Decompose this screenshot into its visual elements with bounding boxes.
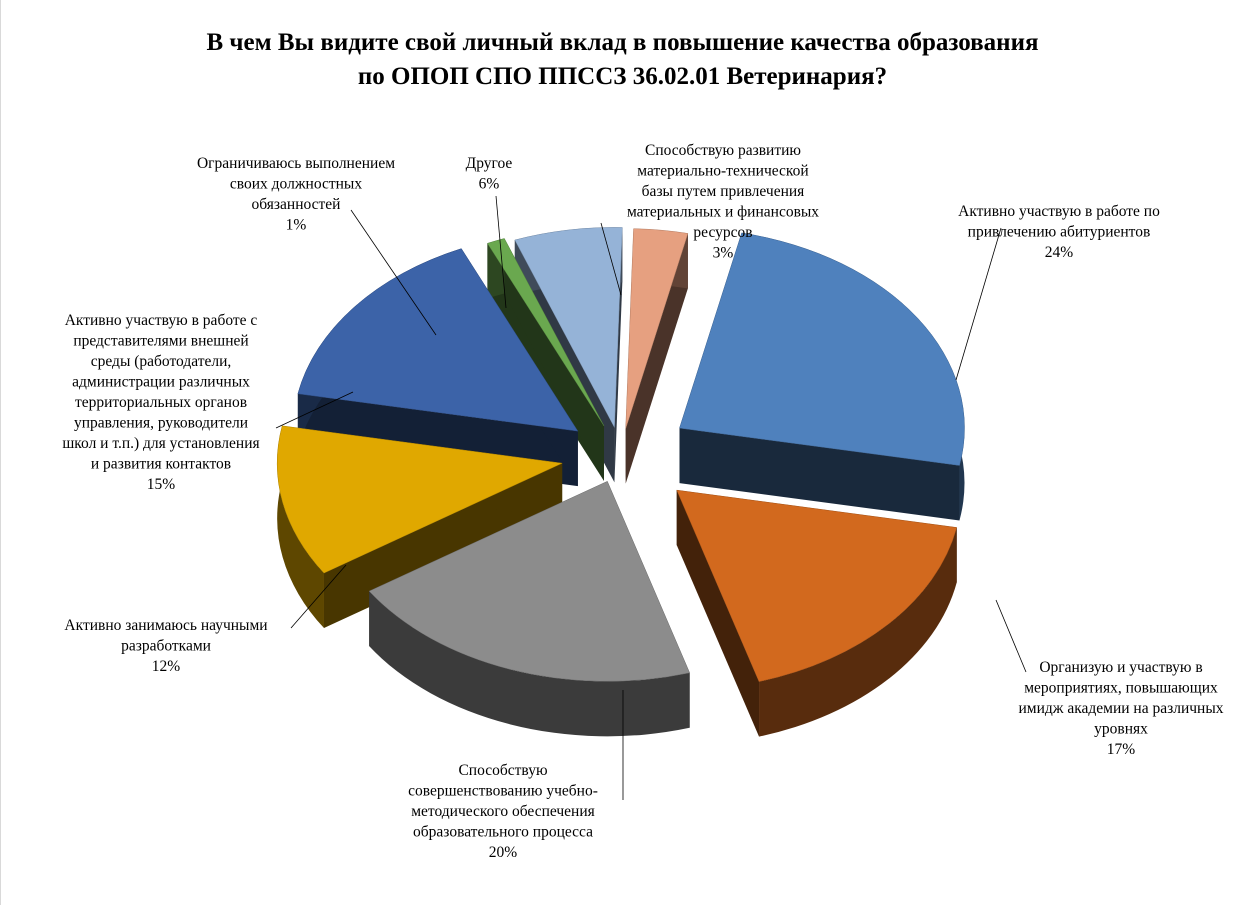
slice-side-wall-7-1 xyxy=(625,233,688,484)
slice-label-line-4-3: администрации различных xyxy=(72,374,250,391)
pie-slice-6 xyxy=(514,227,623,429)
slice-label-line-5-0: Ограничиваюсь выполнением xyxy=(197,155,395,172)
slice-label-5: Ограничиваюсь выполнением своих должностн… xyxy=(197,155,395,234)
slice-outer-wall-3 xyxy=(277,425,324,629)
slice-label-line-0-0: Активно участвую в работе по xyxy=(958,203,1160,220)
pie-slice-2 xyxy=(368,480,690,682)
slice-label-line-3-1: разработками xyxy=(121,638,211,655)
slice-label-line-1-1: мероприятиях, повышающих xyxy=(1024,680,1218,697)
slice-label-line-7-0: Способствую развитию xyxy=(645,142,801,159)
pie-slice-3 xyxy=(276,425,564,574)
slice-label-line-4-4: территориальных органов xyxy=(75,394,247,411)
slice-side-wall-0-1 xyxy=(679,428,960,521)
pie-slice-4 xyxy=(297,248,579,432)
slice-label-line-1-2: имидж академии на различных xyxy=(1018,700,1223,717)
slice-value-1: 17% xyxy=(1107,741,1136,758)
slice-label-1: Организую и участвую в мероприятиях, повы… xyxy=(1018,659,1223,758)
slice-label-line-1-0: Организую и участвую в xyxy=(1039,659,1202,676)
slice-label-line-7-3: материальных и финансовых xyxy=(627,204,819,221)
slice-label-line-2-2: методического обеспечения xyxy=(411,803,595,820)
slice-value-0: 24% xyxy=(1045,244,1074,261)
slice-outer-wall-2 xyxy=(369,591,690,737)
slice-label-line-5-1: своих должностных xyxy=(230,176,362,193)
leader-line-6 xyxy=(495,195,507,309)
leader-line-1 xyxy=(995,599,1027,673)
slice-label-line-2-1: совершенствованию учебно- xyxy=(408,783,598,800)
slice-side-wall-1-1 xyxy=(676,490,760,737)
slice-value-3: 12% xyxy=(152,658,181,675)
slice-label-3: Активно занимаюсь научными разработками 12… xyxy=(64,617,267,675)
slice-label-line-1-3: уровнях xyxy=(1094,721,1148,738)
pie-slice-0 xyxy=(679,232,965,466)
slice-label-line-7-2: базы путем привлечения xyxy=(642,183,805,200)
slice-value-7: 3% xyxy=(713,245,734,262)
slice-label-line-4-6: школ и т.п.) для установления xyxy=(62,435,259,452)
pie-slice-5 xyxy=(487,238,605,426)
slice-label-4: Активно участвую в работе с представителя… xyxy=(62,312,259,493)
slice-label-line-2-3: образовательного процесса xyxy=(413,824,593,841)
slice-label-0: Активно участвую в работе по привлечению … xyxy=(958,203,1160,261)
leader-lines xyxy=(275,195,1027,800)
slice-label-line-4-1: представителями внешней xyxy=(73,333,248,350)
chart-title-line-1: В чем Вы видите свой личный вклад в повы… xyxy=(206,29,1039,56)
slice-label-6: Другое 6% xyxy=(466,155,513,193)
slice-label-2: Способствую совершенствованию учебно-мето… xyxy=(408,762,598,861)
chart-title: В чем Вы видите свой личный вклад в повы… xyxy=(1,26,1243,94)
leader-line-5 xyxy=(350,209,437,336)
slice-label-line-2-0: Способствую xyxy=(458,762,547,779)
slice-label-line-7-4: ресурсов xyxy=(693,224,752,241)
pie-top-layer xyxy=(276,227,965,682)
slice-label-line-3-0: Активно занимаюсь научными xyxy=(64,617,267,634)
slice-label-line-4-0: Активно участвую в работе с xyxy=(65,312,258,329)
chart-title-line-2: по ОПОП СПО ППССЗ 36.02.01 Ветеринария? xyxy=(357,63,888,90)
slice-label-line-4-2: среды (работодатели, xyxy=(91,353,232,370)
leader-line-7 xyxy=(600,222,622,296)
slice-value-5: 1% xyxy=(286,217,307,234)
slice-label-line-6-0: Другое xyxy=(466,155,513,172)
slice-labels: Активно участвую в работе по привлечению … xyxy=(62,142,1223,861)
slice-value-6: 6% xyxy=(479,176,500,193)
slice-outer-wall-1 xyxy=(759,527,957,737)
pie-slice-1 xyxy=(676,489,958,682)
slice-value-2: 20% xyxy=(489,844,518,861)
slice-label-line-4-5: управления, руководители xyxy=(74,415,248,432)
slice-label-line-4-7: и развития контактов xyxy=(91,456,231,473)
slice-label-line-5-2: обязанностей xyxy=(252,196,341,213)
leader-line-3 xyxy=(290,564,347,629)
slice-label-line-0-1: привлечению абитуриентов xyxy=(968,224,1151,241)
slice-label-line-7-1: материально-технической xyxy=(637,163,808,180)
pie-slice-7 xyxy=(625,228,689,429)
slice-value-4: 15% xyxy=(147,476,176,493)
leader-line-0 xyxy=(955,227,1002,381)
leader-line-4 xyxy=(275,391,354,429)
slice-label-7: Способствую развитию материально-техничес… xyxy=(627,142,819,262)
